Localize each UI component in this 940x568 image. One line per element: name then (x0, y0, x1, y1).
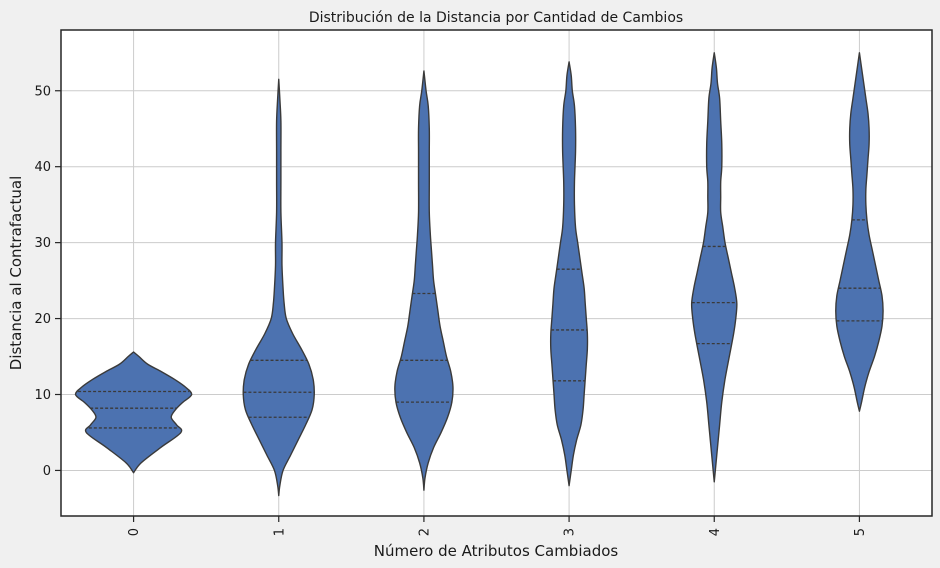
y-tick-label: 30 (34, 236, 51, 251)
violin-4 (690, 52, 738, 483)
violin-5 (835, 52, 884, 412)
y-tick-label: 10 (34, 388, 51, 403)
x-axis-label: Número de Atributos Cambiados (374, 542, 619, 560)
x-tick-label: 2 (417, 528, 432, 536)
violin-2 (394, 70, 454, 491)
y-tick-label: 40 (34, 160, 51, 175)
violin-1 (242, 78, 315, 497)
y-tick-label: 20 (34, 312, 51, 327)
x-tick-label: 0 (127, 528, 142, 536)
x-tick-label: 4 (708, 528, 723, 536)
violins (74, 52, 884, 497)
violin-0 (74, 351, 193, 474)
plot-frame (60, 29, 933, 517)
x-tick-label: 3 (563, 528, 578, 536)
plot-area (61, 30, 932, 516)
y-axis-label: Distancia al Contrafactual (7, 176, 25, 370)
axis-ticks: 0 10 20 30 40 50 0 1 2 3 4 5 (34, 84, 867, 536)
chart-title: Distribución de la Distancia por Cantida… (309, 10, 683, 26)
x-tick-label: 5 (853, 528, 868, 536)
y-tick-label: 50 (34, 84, 51, 99)
x-tick-label: 1 (272, 528, 287, 536)
violin-3 (549, 61, 589, 487)
y-tick-label: 0 (43, 464, 51, 479)
